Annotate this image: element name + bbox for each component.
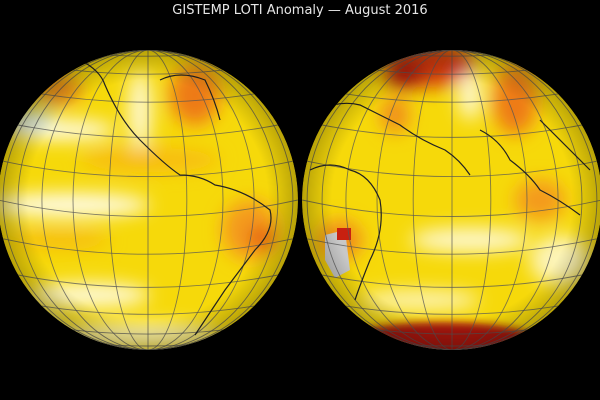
left-globe [0,50,298,350]
map-title: GISTEMP LOTI Anomaly — August 2016 [172,3,427,18]
